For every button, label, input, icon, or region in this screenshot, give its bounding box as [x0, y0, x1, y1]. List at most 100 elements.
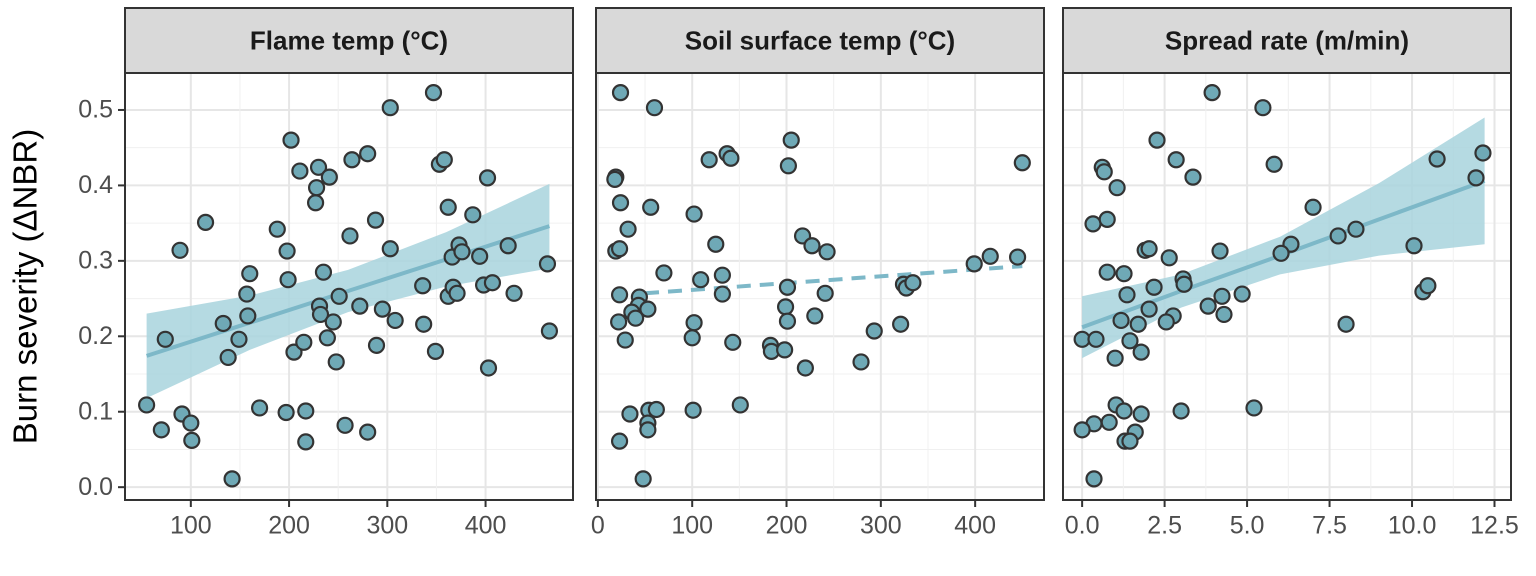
- point: [803, 237, 821, 255]
- point: [1428, 150, 1446, 168]
- point: [1085, 470, 1103, 488]
- point: [297, 433, 315, 451]
- point: [238, 285, 256, 303]
- point: [778, 278, 797, 296]
- point: [435, 151, 453, 169]
- point: [1013, 154, 1031, 172]
- point: [1467, 169, 1485, 187]
- point: [1108, 179, 1126, 197]
- confidence-band: [1082, 117, 1485, 359]
- point: [621, 405, 639, 423]
- point: [965, 255, 983, 273]
- x-tick-label: 10.0: [1388, 512, 1437, 540]
- point: [647, 400, 665, 419]
- x-tick-label: 100: [671, 512, 713, 540]
- point: [381, 240, 399, 258]
- point: [343, 151, 361, 169]
- point: [540, 322, 559, 340]
- point: [1419, 277, 1437, 295]
- point: [724, 333, 742, 351]
- point: [1405, 237, 1423, 255]
- point: [156, 330, 174, 348]
- x-tick-label: 100: [170, 512, 212, 540]
- y-tick-label: 0.5: [78, 96, 113, 124]
- point: [852, 353, 870, 371]
- x-tick-label: 300: [366, 512, 408, 540]
- y-tick-label: 0.1: [78, 397, 113, 425]
- point: [981, 247, 999, 265]
- point: [610, 313, 628, 331]
- point: [1073, 421, 1091, 439]
- point: [634, 470, 652, 488]
- point: [683, 329, 701, 347]
- point: [1112, 311, 1130, 330]
- point: [341, 227, 359, 245]
- point: [1121, 432, 1139, 450]
- point: [239, 307, 257, 325]
- x-tick-label: 12.5: [1470, 512, 1519, 540]
- point: [1347, 220, 1365, 238]
- point: [1132, 405, 1150, 423]
- point: [219, 348, 237, 367]
- point: [279, 271, 297, 289]
- point: [1087, 330, 1105, 348]
- point: [610, 432, 629, 450]
- point: [282, 131, 300, 149]
- x-tick-label: 200: [766, 512, 808, 540]
- point: [904, 274, 922, 292]
- point: [776, 298, 795, 316]
- point: [1304, 198, 1322, 216]
- point: [471, 247, 489, 265]
- point: [865, 322, 883, 340]
- point: [366, 211, 385, 229]
- point: [1245, 399, 1263, 417]
- point: [359, 145, 377, 163]
- point: [1140, 240, 1158, 258]
- y-tick-label: 0.2: [78, 322, 113, 350]
- point: [776, 341, 794, 359]
- point: [1106, 349, 1124, 367]
- point: [453, 243, 471, 261]
- point: [479, 359, 498, 377]
- point: [616, 331, 634, 349]
- point: [171, 241, 189, 259]
- point: [314, 263, 333, 281]
- point: [700, 151, 718, 169]
- point: [277, 403, 295, 422]
- point: [324, 313, 342, 331]
- point: [1254, 99, 1272, 117]
- x-tick-label: 200: [268, 512, 310, 540]
- point: [713, 285, 731, 303]
- point: [499, 237, 517, 255]
- point: [818, 243, 836, 261]
- point: [1098, 210, 1116, 228]
- point: [892, 315, 910, 333]
- x-tick-label: 400: [954, 512, 996, 540]
- point: [336, 416, 354, 434]
- point: [1115, 402, 1133, 420]
- point: [1140, 300, 1158, 318]
- point: [692, 271, 710, 289]
- point: [1203, 84, 1221, 102]
- strip-title: Soil surface temp (°C): [685, 25, 955, 55]
- point: [610, 286, 629, 304]
- point: [1329, 227, 1347, 245]
- y-tick-label: 0.3: [78, 246, 113, 274]
- x-tick-label: 400: [465, 512, 507, 540]
- point: [611, 84, 630, 102]
- point: [278, 242, 296, 260]
- point: [320, 168, 338, 186]
- point: [1337, 315, 1355, 333]
- point: [1213, 287, 1231, 305]
- point: [196, 213, 215, 231]
- point: [1233, 285, 1251, 303]
- point: [1199, 297, 1217, 315]
- point: [1129, 315, 1147, 333]
- point: [713, 266, 731, 284]
- point: [311, 305, 330, 324]
- point: [1121, 332, 1139, 350]
- fit-line: [644, 264, 1023, 296]
- point: [782, 131, 800, 149]
- point: [448, 284, 466, 302]
- point: [330, 287, 348, 305]
